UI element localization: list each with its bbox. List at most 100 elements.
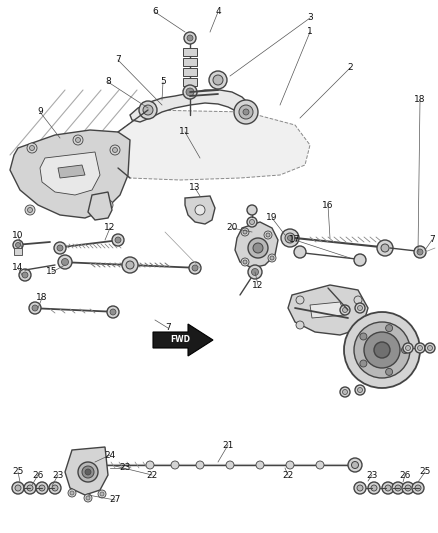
Polygon shape <box>88 192 112 220</box>
Polygon shape <box>58 165 85 178</box>
Circle shape <box>348 458 362 472</box>
Circle shape <box>171 461 179 469</box>
Circle shape <box>28 207 32 213</box>
Circle shape <box>355 303 365 313</box>
Text: 4: 4 <box>215 7 221 17</box>
Circle shape <box>68 489 76 497</box>
Text: 27: 27 <box>110 496 121 505</box>
Circle shape <box>374 342 390 358</box>
Circle shape <box>356 321 364 329</box>
Circle shape <box>195 205 205 215</box>
Polygon shape <box>183 78 197 86</box>
Circle shape <box>113 148 117 152</box>
Circle shape <box>385 368 392 375</box>
Circle shape <box>316 461 324 469</box>
Circle shape <box>29 302 41 314</box>
Circle shape <box>54 242 66 254</box>
Circle shape <box>243 230 247 234</box>
Circle shape <box>296 296 304 304</box>
Circle shape <box>110 145 120 155</box>
Circle shape <box>186 88 194 96</box>
Circle shape <box>32 305 38 311</box>
Circle shape <box>371 485 377 491</box>
Text: 24: 24 <box>104 450 116 459</box>
Circle shape <box>403 343 413 353</box>
Circle shape <box>268 254 276 262</box>
Circle shape <box>209 71 227 89</box>
Circle shape <box>192 265 198 271</box>
Circle shape <box>107 306 119 318</box>
Circle shape <box>340 387 350 397</box>
Circle shape <box>15 485 21 491</box>
Text: 18: 18 <box>36 294 48 303</box>
Polygon shape <box>40 152 100 195</box>
Circle shape <box>360 333 367 340</box>
Polygon shape <box>110 110 310 180</box>
Circle shape <box>241 258 249 266</box>
Polygon shape <box>65 447 108 495</box>
Text: 7: 7 <box>115 55 121 64</box>
Polygon shape <box>185 196 215 224</box>
Text: 3: 3 <box>307 13 313 22</box>
Circle shape <box>266 233 270 237</box>
Polygon shape <box>130 90 255 122</box>
Circle shape <box>354 296 362 304</box>
Circle shape <box>385 325 392 332</box>
Circle shape <box>354 254 366 266</box>
Circle shape <box>106 203 110 207</box>
Circle shape <box>24 482 36 494</box>
Circle shape <box>115 237 121 243</box>
Circle shape <box>427 345 432 351</box>
Circle shape <box>248 238 268 258</box>
Circle shape <box>82 466 94 478</box>
Circle shape <box>243 109 249 115</box>
Text: 12: 12 <box>252 280 264 289</box>
Circle shape <box>52 485 58 491</box>
Circle shape <box>360 360 367 367</box>
Circle shape <box>98 490 106 498</box>
Text: 20: 20 <box>226 223 238 232</box>
Text: FWD: FWD <box>170 335 190 344</box>
Text: 5: 5 <box>160 77 166 86</box>
Text: 23: 23 <box>119 464 131 472</box>
Polygon shape <box>183 58 197 66</box>
Circle shape <box>184 32 196 44</box>
Circle shape <box>294 246 306 258</box>
Circle shape <box>112 234 124 246</box>
Circle shape <box>248 265 262 279</box>
Circle shape <box>103 200 113 210</box>
Text: 23: 23 <box>366 471 378 480</box>
Circle shape <box>139 101 157 119</box>
Circle shape <box>343 308 347 312</box>
Circle shape <box>357 387 363 392</box>
Circle shape <box>281 229 299 247</box>
Circle shape <box>253 243 263 253</box>
Circle shape <box>70 491 74 495</box>
Circle shape <box>84 494 92 502</box>
Text: 18: 18 <box>414 95 426 104</box>
Circle shape <box>406 345 410 351</box>
Text: 26: 26 <box>32 471 44 480</box>
Circle shape <box>256 461 264 469</box>
Circle shape <box>143 105 153 115</box>
Text: 15: 15 <box>46 268 58 277</box>
Circle shape <box>264 231 272 239</box>
Circle shape <box>354 482 366 494</box>
Circle shape <box>226 461 234 469</box>
Text: 2: 2 <box>347 63 353 72</box>
Text: 21: 21 <box>223 440 234 449</box>
Polygon shape <box>310 302 345 318</box>
Circle shape <box>251 269 258 276</box>
Circle shape <box>27 143 37 153</box>
Circle shape <box>243 260 247 264</box>
Circle shape <box>80 463 85 467</box>
Circle shape <box>417 249 423 255</box>
Circle shape <box>213 75 223 85</box>
Circle shape <box>57 245 63 251</box>
Text: 7: 7 <box>429 236 435 245</box>
Circle shape <box>417 345 423 351</box>
Circle shape <box>344 312 420 388</box>
Circle shape <box>405 485 411 491</box>
Polygon shape <box>10 130 130 218</box>
Polygon shape <box>288 285 368 335</box>
